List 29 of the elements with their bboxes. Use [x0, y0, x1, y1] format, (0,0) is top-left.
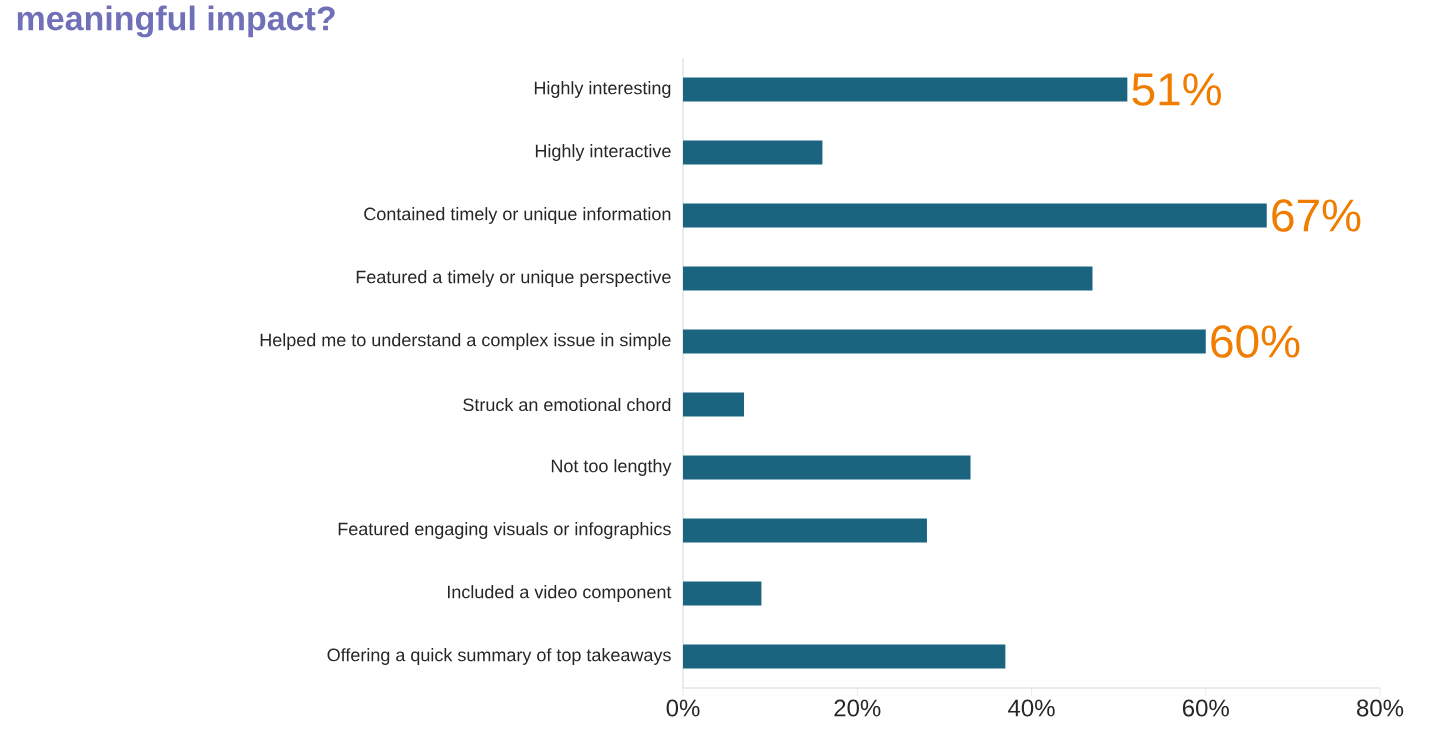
bar	[683, 77, 1128, 102]
bar	[683, 329, 1206, 354]
x-tick-label: 20%	[834, 699, 881, 717]
bar	[683, 455, 971, 480]
x-tick-label: 80%	[1357, 699, 1404, 717]
x-tick-label: 0%	[666, 699, 700, 717]
bar	[683, 644, 1006, 669]
y-tick-label: Highly interesting	[534, 81, 671, 98]
y-tick-label: Highly interactive	[535, 144, 671, 161]
bar	[683, 266, 1093, 291]
bar	[683, 203, 1267, 228]
data-label: 60%	[1211, 325, 1300, 358]
x-tick-label: 40%	[1008, 699, 1055, 717]
x-tick-label: 60%	[1182, 699, 1229, 717]
y-tick-label: Offering a quick summary of top takeaways	[327, 648, 671, 665]
bar	[683, 581, 762, 606]
y-tick-label: Contained timely or unique information	[364, 207, 671, 224]
text: meaningful impact?	[17, 5, 335, 38]
y-tick-label: Featured engaging visuals or infographics	[338, 522, 671, 539]
data-label: 67%	[1272, 199, 1361, 232]
y-tick-label: Struck an emotional chord	[463, 397, 671, 412]
y-tick-label: Not too lengthy	[551, 459, 672, 476]
data-label: 51%	[1132, 73, 1221, 106]
y-tick-label: Helped me to understand a complex issue in simple	[260, 333, 671, 350]
y-tick-label: Included a video component	[447, 585, 672, 602]
bar	[683, 140, 823, 165]
bar	[683, 392, 744, 417]
bar	[683, 518, 927, 543]
y-tick-label: Featured a timely or unique perspective	[356, 270, 671, 287]
